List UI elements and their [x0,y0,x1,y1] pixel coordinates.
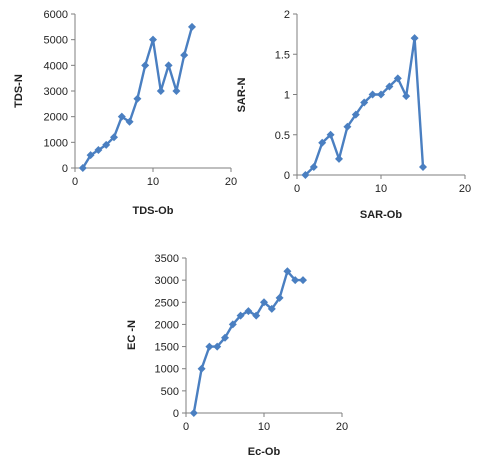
tds-y-tick-label: 2000 [44,112,68,124]
ec-y-tick-label: 2000 [155,319,179,331]
ec-y-tick-label: 500 [161,386,179,398]
tds-data-point [78,164,87,172]
sar-data-point [343,122,352,131]
ec-y-tick-label: 2500 [155,297,179,309]
tds-data-point [156,87,165,95]
sar-x-tick-label: 10 [375,183,387,195]
tds-y-tick-label: 5000 [44,35,68,47]
tds-data-point [172,87,181,95]
tds-data-point [86,151,95,160]
sar-data-point [318,138,327,147]
ec-data-point [260,298,268,307]
sar-x-tick-label: 20 [459,183,471,195]
tds-chart: 0 1000 2000 3000 4000 5000 6000 0 10 20 TDS-Ob TDS-… [13,9,237,217]
tds-data-point [164,61,173,70]
sar-data-point [335,154,343,163]
tds-x-tick-label: 20 [225,176,237,188]
ec-data-point [275,293,284,302]
tds-x-tick-label: 10 [147,176,159,188]
ec-x-axis-label: Ec-Ob [248,446,281,458]
tds-data-point [133,94,142,103]
ec-y-axis-label: EC -N [126,320,138,350]
tds-y-tick-label: 6000 [44,9,68,21]
ec-data-point [228,320,237,329]
ec-y-tick-label: 1500 [155,342,179,354]
ec-x-tick-label: 20 [336,421,348,433]
ec-chart: 0 500 1000 1500 2000 2500 3000 3500 0 10 20 Ec-Ob EC… [126,253,348,458]
sar-data-point [393,74,402,83]
tds-data-point [180,51,189,60]
sar-data-point [368,90,377,99]
sar-y-tick-label: 0.5 [275,130,290,142]
tds-data-point [141,61,150,70]
sar-y-axis-label: SAR-N [236,78,248,113]
ec-data-point [189,409,198,417]
ec-y-tick-label: 0 [173,408,179,420]
ec-y-tick-label: 3000 [155,275,179,287]
ec-y-tick-label: 3500 [155,253,179,265]
ec-data-point [291,276,300,285]
tds-data-point [149,35,157,44]
sar-data-point [301,171,310,179]
sar-data-point [309,162,318,171]
ec-series-line [192,270,303,414]
tds-data-point [117,112,126,121]
sar-data-point [410,34,419,43]
ec-data-point [283,267,292,276]
ec-x-tick-label: 0 [183,421,189,433]
sar-series-line [304,37,425,176]
sar-data-point [351,110,360,119]
tds-y-tick-label: 4000 [44,60,68,72]
sar-y-tick-label: 2 [284,9,290,21]
sar-data-point [326,130,335,139]
tds-y-tick-label: 0 [62,163,68,175]
ec-data-point [205,342,214,351]
tds-data-point [125,117,134,126]
ec-y-tick-label: 1000 [155,364,179,376]
sar-data-point [419,162,427,171]
sar-data-point [360,98,369,107]
tds-x-axis-label: TDS-Ob [133,205,174,217]
sar-y-tick-label: 0 [284,170,290,182]
ec-data-point [299,276,307,285]
sar-y-tick-label: 1 [284,90,290,102]
tds-data-point [110,133,118,142]
tds-data-point [94,146,103,155]
sar-data-point [377,90,385,99]
sar-x-axis-label: SAR-Ob [360,209,402,221]
tds-y-tick-label: 1000 [44,137,68,149]
ec-data-point [197,364,206,373]
tds-y-tick-label: 3000 [44,86,68,98]
ec-data-point [213,342,222,351]
ec-data-point [221,333,229,342]
tds-y-axis-label: TDS-N [13,74,25,108]
sar-y-tick-label: 1.5 [275,49,290,61]
sar-data-point [402,92,411,101]
sar-data-point [385,82,394,91]
ec-data-point [267,304,276,313]
ec-data-point [236,311,245,320]
sar-x-tick-label: 0 [294,183,300,195]
tds-data-point [188,22,196,31]
ec-x-tick-label: 10 [258,421,270,433]
tds-x-tick-label: 0 [72,176,78,188]
tds-data-point [102,140,111,149]
ec-data-point [252,311,261,320]
ec-data-point [244,307,253,316]
